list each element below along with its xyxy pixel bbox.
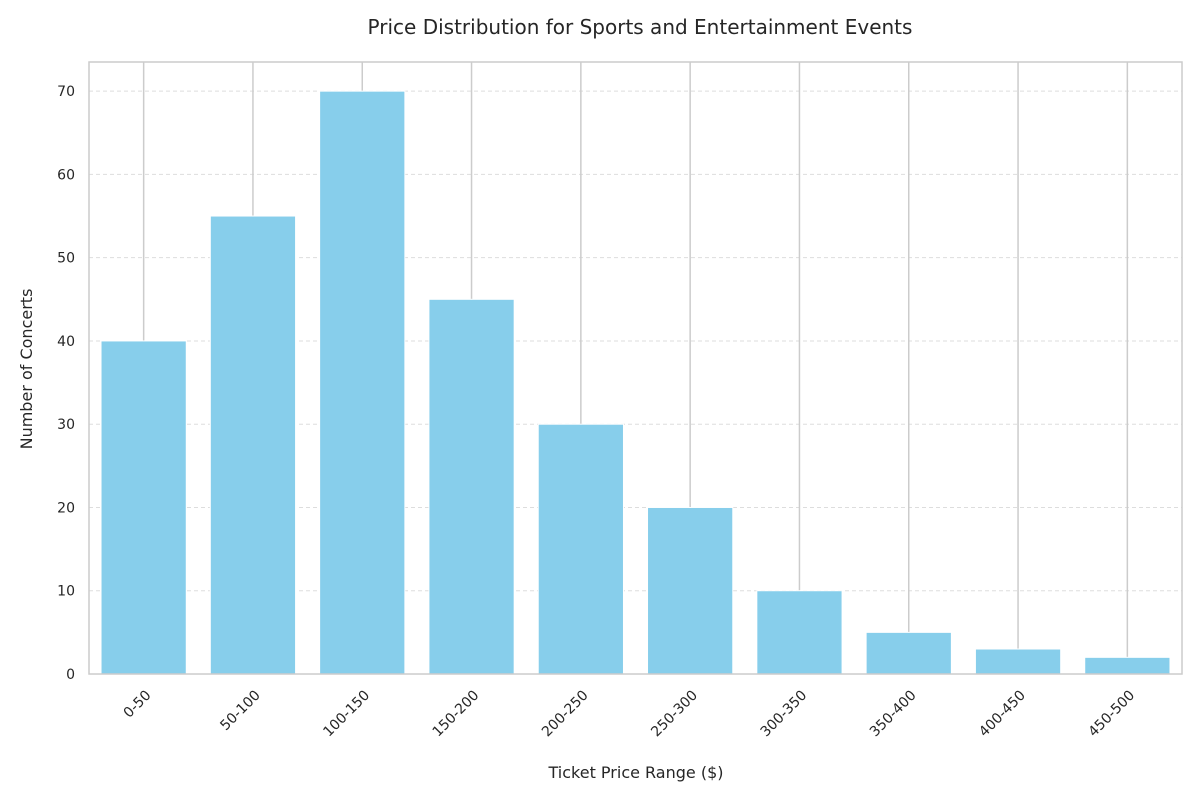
y-tick-label: 60 xyxy=(57,167,75,183)
y-tick-label: 70 xyxy=(57,84,75,100)
y-tick-label: 50 xyxy=(57,251,75,267)
bar-250-300 xyxy=(647,506,734,675)
bar-0-50 xyxy=(100,340,187,675)
bar-layer xyxy=(100,90,1171,675)
plot-frame xyxy=(88,61,1183,675)
y-tick-labels: 0 10 20 30 40 50 60 70 xyxy=(57,84,75,683)
y-axis-title: Number of Concerts xyxy=(17,289,36,450)
bar-150-200 xyxy=(428,298,515,675)
bar-200-250 xyxy=(537,423,624,675)
bar-400-450 xyxy=(974,648,1062,675)
bar-50-100 xyxy=(209,215,297,675)
y-tick-label: 10 xyxy=(57,584,75,600)
chart-title: Price Distribution for Sports and Entert… xyxy=(368,15,913,39)
bar-450-500 xyxy=(1084,656,1171,675)
bar-100-150 xyxy=(319,90,406,675)
y-tick-label: 0 xyxy=(66,667,75,683)
bar-300-350 xyxy=(756,590,843,675)
x-axis-title: Ticket Price Range ($) xyxy=(548,763,724,782)
y-tick-label: 40 xyxy=(57,334,75,350)
y-tick-label: 20 xyxy=(57,500,75,516)
bar-350-400 xyxy=(865,631,952,675)
y-tick-label: 30 xyxy=(57,417,75,433)
